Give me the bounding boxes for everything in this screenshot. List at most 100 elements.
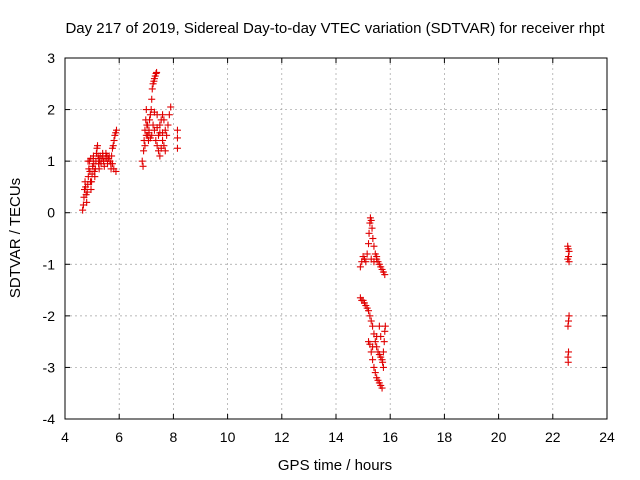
x-tick-label: 8 — [170, 429, 178, 445]
data-point — [160, 142, 168, 150]
x-tick-label: 24 — [599, 429, 615, 445]
data-point — [356, 263, 364, 271]
x-tick-label: 4 — [61, 429, 69, 445]
data-point — [159, 137, 167, 145]
data-point — [160, 116, 168, 124]
data-point — [110, 137, 118, 145]
data-point — [363, 250, 371, 258]
data-point — [159, 129, 167, 137]
data-point — [152, 137, 160, 145]
data-point — [140, 147, 148, 155]
x-axis: 4 6 8 10 12 14 16 18 20 22 24 — [61, 58, 615, 445]
data-point — [103, 152, 111, 160]
data-point — [367, 317, 375, 325]
data-point — [379, 348, 387, 356]
x-tick-label: 16 — [382, 429, 398, 445]
data-point — [163, 131, 171, 139]
data-point — [173, 134, 181, 142]
x-axis-label: GPS time / hours — [278, 457, 392, 474]
data-point — [369, 343, 377, 351]
y-tick-label: 3 — [47, 50, 55, 66]
data-point — [373, 253, 381, 261]
data-point — [368, 224, 376, 232]
x-tick-label: 22 — [545, 429, 561, 445]
data-point — [88, 178, 96, 186]
y-axis-label: SDTVAR / TECUs — [7, 178, 24, 298]
data-point — [362, 258, 370, 266]
data-point — [153, 68, 161, 76]
data-point — [373, 332, 381, 340]
y-tick-label: -2 — [43, 308, 56, 324]
data-point — [370, 363, 378, 371]
data-point — [138, 157, 146, 165]
data-point — [95, 165, 103, 173]
y-tick-label: 1 — [47, 153, 55, 169]
data-point — [148, 85, 156, 93]
y-tick-label: -1 — [43, 256, 56, 272]
data-point — [91, 173, 99, 181]
data-point — [156, 152, 164, 160]
data-point — [367, 348, 375, 356]
data-point — [369, 356, 377, 364]
data-point — [144, 121, 152, 129]
y-axis: -4 -3 -2 -1 0 1 2 3 — [43, 50, 607, 427]
data-point — [141, 142, 149, 150]
data-point — [375, 322, 383, 330]
x-tick-label: 14 — [328, 429, 344, 445]
data-point — [84, 173, 92, 181]
data-point — [565, 258, 573, 266]
data-point — [371, 338, 379, 346]
data-point — [142, 131, 150, 139]
data-point — [366, 312, 374, 320]
x-tick-label: 20 — [491, 429, 507, 445]
data-point — [146, 111, 154, 119]
data-point — [83, 188, 91, 196]
data-points — [79, 68, 573, 392]
data-point — [89, 152, 97, 160]
data-point — [146, 134, 154, 142]
x-tick-label: 10 — [220, 429, 236, 445]
data-point — [381, 271, 389, 279]
x-tick-label: 18 — [437, 429, 453, 445]
data-point — [365, 307, 373, 315]
y-tick-label: 2 — [47, 102, 55, 118]
data-point — [83, 198, 91, 206]
x-tick-label: 6 — [115, 429, 123, 445]
x-tick-label: 12 — [274, 429, 290, 445]
data-point — [165, 111, 173, 119]
data-point — [369, 322, 377, 330]
data-point — [369, 235, 377, 242]
data-point — [112, 126, 120, 134]
data-point — [112, 167, 120, 175]
grid-lines — [65, 58, 607, 419]
data-point — [365, 240, 373, 248]
data-point — [161, 147, 169, 155]
data-point — [379, 363, 387, 371]
data-point — [367, 216, 375, 224]
data-point — [365, 229, 373, 237]
data-point — [379, 358, 387, 366]
data-point — [109, 142, 117, 150]
data-point — [148, 95, 156, 103]
data-point — [164, 121, 172, 129]
data-point — [371, 369, 379, 377]
data-point — [381, 322, 389, 330]
data-point — [564, 358, 572, 366]
data-point — [94, 142, 102, 150]
data-point — [564, 322, 572, 330]
data-point — [173, 126, 181, 134]
data-point — [380, 338, 388, 346]
data-point — [87, 186, 95, 194]
data-point — [79, 206, 87, 214]
data-point — [370, 242, 378, 250]
data-point — [370, 258, 378, 266]
data-point — [153, 124, 161, 132]
data-point — [153, 142, 161, 150]
data-point — [146, 116, 154, 124]
data-point — [139, 162, 147, 170]
chart-title: Day 217 of 2019, Sidereal Day-to-day VTE… — [65, 20, 605, 37]
y-tick-label: -4 — [43, 411, 56, 427]
data-point — [378, 384, 386, 392]
data-point — [150, 108, 158, 116]
